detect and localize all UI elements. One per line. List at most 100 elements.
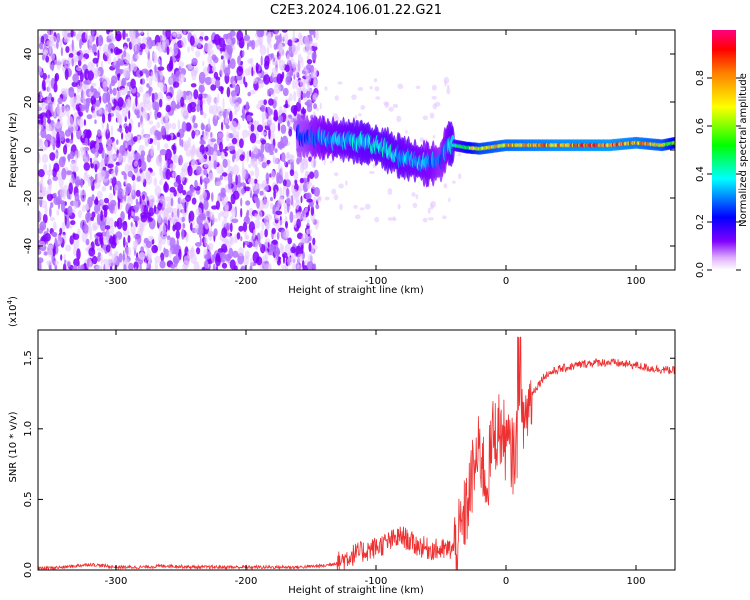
y-scale-base: (x10 — [8, 304, 19, 327]
noise-blob — [98, 108, 103, 115]
noise-blob — [251, 66, 254, 77]
noise-blob — [242, 222, 248, 232]
noise-blob — [243, 240, 250, 246]
noise-blob — [59, 38, 63, 48]
noise-blob — [60, 201, 66, 213]
noise-blob — [211, 104, 218, 116]
noise-blob — [86, 257, 92, 270]
noise-blob — [384, 102, 389, 108]
noise-blob — [457, 153, 462, 157]
noise-blob — [306, 260, 314, 270]
noise-blob — [72, 264, 78, 270]
noise-blob — [87, 129, 91, 139]
noise-blob — [264, 228, 268, 238]
y-tick-label: 0.0 — [23, 562, 34, 578]
noise-blob — [278, 41, 283, 53]
noise-blob — [254, 219, 261, 229]
noise-blob — [57, 136, 61, 147]
noise-blob — [232, 190, 240, 200]
noise-blob — [164, 134, 172, 140]
noise-blob — [215, 255, 221, 267]
noise-blob — [162, 208, 169, 221]
noise-blob — [81, 57, 86, 62]
noise-blob — [50, 202, 54, 208]
noise-blob — [280, 152, 286, 163]
noise-blob — [42, 72, 47, 80]
noise-blob — [138, 222, 145, 229]
noise-blob — [134, 41, 137, 52]
noise-blob — [429, 112, 435, 119]
noise-blob — [302, 216, 307, 222]
noise-blob — [78, 85, 83, 93]
noise-blob — [110, 80, 116, 87]
y-tick-label: -20 — [23, 190, 34, 206]
noise-blob — [91, 211, 96, 218]
noise-blob — [123, 264, 127, 270]
snr-frame — [37, 329, 676, 571]
noise-blob — [324, 196, 330, 201]
noise-blob — [160, 72, 163, 81]
noise-blob — [313, 196, 317, 203]
noise-blob — [87, 226, 93, 235]
noise-blob — [156, 121, 161, 129]
noise-blob — [81, 263, 85, 270]
noise-blob — [170, 100, 177, 111]
noise-blob — [177, 183, 184, 194]
noise-blob — [295, 78, 298, 90]
noise-blob — [285, 221, 288, 229]
noise-blob — [152, 51, 157, 60]
noise-blob — [273, 96, 279, 101]
noise-blob — [231, 218, 239, 224]
x-tick-label: 100 — [626, 276, 645, 287]
noise-blob — [220, 86, 224, 95]
noise-blob — [458, 173, 462, 180]
noise-blob — [52, 175, 58, 181]
noise-blob — [90, 216, 94, 221]
noise-blob — [215, 181, 222, 186]
noise-blob — [181, 36, 187, 48]
noise-blob — [353, 204, 358, 209]
noise-blob — [168, 249, 172, 258]
noise-blob — [76, 248, 81, 261]
noise-blob — [354, 114, 358, 120]
noise-blob — [239, 154, 245, 162]
noise-blob — [198, 93, 203, 101]
y-tick-label: -40 — [23, 238, 34, 254]
noise-blob — [73, 237, 80, 250]
noise-blob — [97, 129, 102, 137]
noise-blob — [177, 119, 180, 130]
noise-blob — [83, 162, 91, 171]
noise-blob — [82, 224, 89, 234]
noise-blob — [86, 114, 93, 120]
noise-blob — [396, 115, 402, 123]
noise-blob — [104, 215, 110, 225]
noise-blob — [117, 97, 124, 108]
noise-blob — [84, 137, 89, 146]
noise-blob — [204, 259, 209, 269]
noise-blob — [71, 39, 74, 52]
noise-blob — [172, 224, 176, 232]
noise-blob — [148, 235, 154, 241]
noise-blob — [238, 225, 244, 232]
noise-blob — [247, 91, 251, 97]
noise-blob — [165, 30, 171, 39]
noise-blob — [100, 210, 103, 222]
noise-blob — [181, 121, 187, 133]
noise-blob — [275, 210, 283, 216]
noise-blob — [125, 183, 132, 194]
noise-blob — [128, 123, 132, 133]
noise-blob — [203, 163, 209, 168]
noise-blob — [270, 170, 276, 180]
top-y-ticks: -40 -20 0 20 40 — [23, 48, 675, 254]
noise-blob — [76, 118, 80, 125]
noise-blob — [105, 244, 111, 253]
noise-blob — [242, 112, 245, 122]
noise-blob — [41, 79, 46, 90]
noise-blob — [301, 260, 305, 269]
noise-blob — [232, 154, 235, 163]
noise-blob — [374, 86, 380, 92]
noise-blob — [298, 35, 305, 46]
noise-blob — [203, 177, 210, 184]
noise-blob — [123, 236, 126, 248]
noise-blob — [107, 163, 114, 168]
